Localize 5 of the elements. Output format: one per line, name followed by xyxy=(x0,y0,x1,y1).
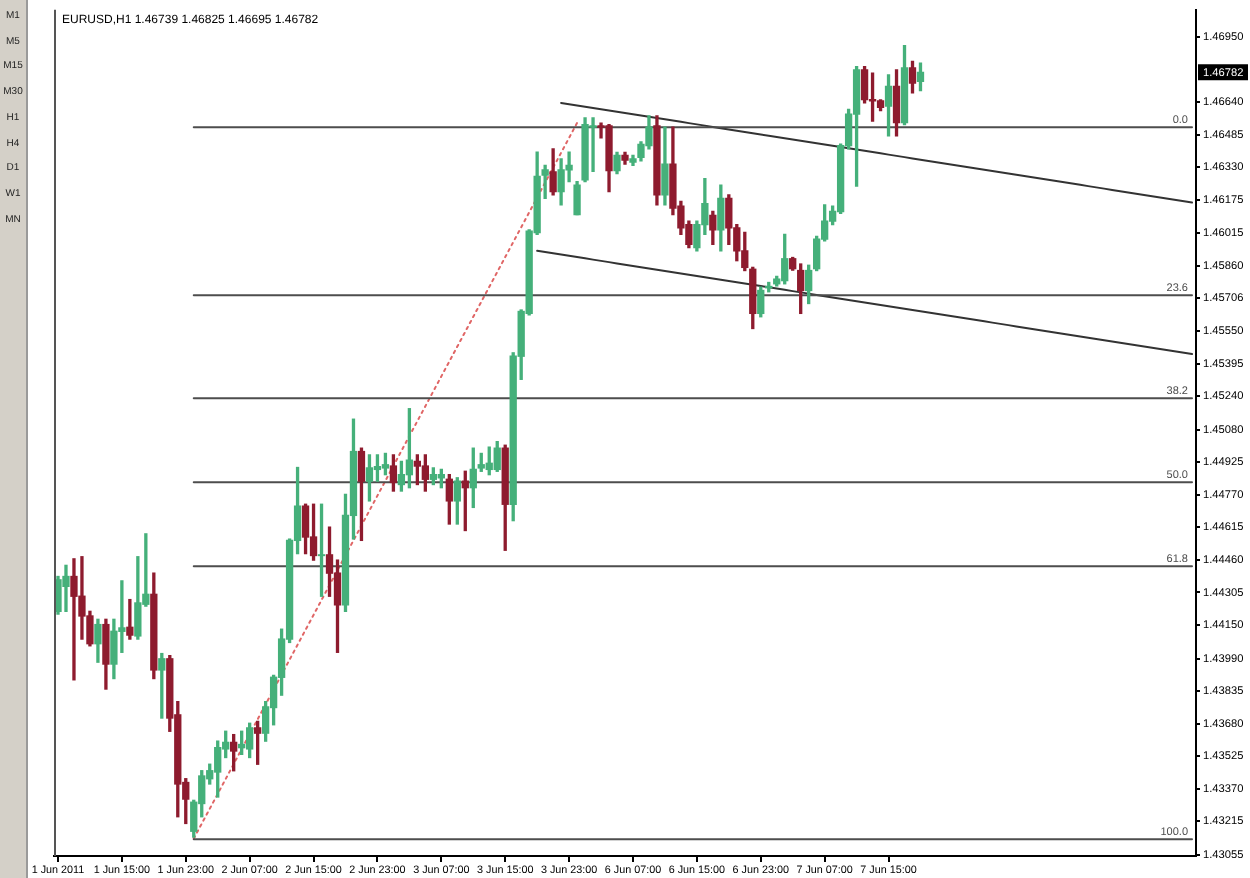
candlestick xyxy=(62,564,70,613)
candlestick xyxy=(70,558,78,681)
candlestick xyxy=(126,598,134,640)
candlestick xyxy=(589,117,597,173)
line-series xyxy=(192,121,579,840)
